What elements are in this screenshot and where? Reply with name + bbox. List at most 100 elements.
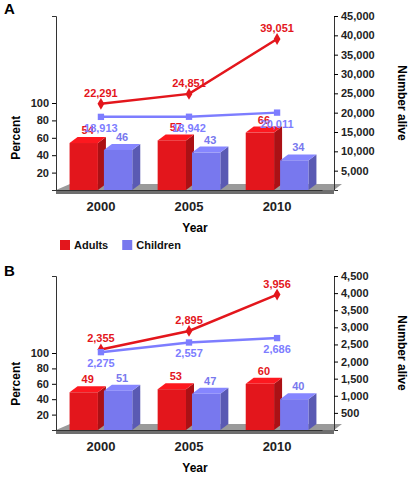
marker (98, 344, 105, 356)
tick-label: 80 (37, 362, 49, 374)
tick-mark (52, 384, 56, 385)
tick: 500 (334, 407, 359, 419)
bar-label: 40 (292, 380, 304, 392)
tick: 2000 (86, 190, 115, 214)
legend: AdultsChildren (60, 239, 181, 251)
y-axis-title: Percent (9, 362, 23, 406)
bar-side (220, 388, 228, 430)
tick-mark (334, 396, 338, 397)
tick-label: 20,000 (341, 107, 375, 119)
axis-line (335, 277, 339, 431)
marker (274, 33, 281, 45)
tick: 2010 (263, 430, 292, 454)
tick: 2005 (175, 190, 204, 214)
tick: 60 (37, 378, 56, 390)
marker (186, 325, 193, 337)
bar-label: 49 (82, 373, 94, 385)
tick-label: 2,000 (341, 356, 369, 368)
bar (104, 391, 132, 430)
tick: 100 (31, 347, 56, 359)
tick-label: 20 (37, 409, 49, 421)
tick: 4,500 (334, 270, 369, 282)
tick: 1,500 (334, 373, 369, 385)
tick-label: 25,000 (341, 87, 375, 99)
tick-mark (334, 151, 338, 152)
tick-mark (334, 93, 338, 94)
chart-svg: 54576646433422,29124,85139,05118,91318,9… (0, 0, 412, 481)
axis: 5001,0001,5002,0002,5003,0003,5004,0004,… (334, 270, 369, 430)
tick-mark (52, 399, 56, 400)
tick: 2,000 (334, 356, 369, 368)
tick-label: 5,000 (341, 165, 369, 177)
tick: 60 (37, 132, 56, 144)
marker (274, 109, 280, 115)
tick-mark (334, 171, 338, 172)
tick-mark (334, 293, 338, 294)
tick-label: 15,000 (341, 126, 375, 138)
tick: 45,000 (334, 10, 375, 22)
data-labels: 54576646433422,29124,85139,05118,91318,9… (82, 22, 306, 153)
bar-side (132, 144, 140, 190)
tick-label: 1,000 (341, 390, 369, 402)
tick-mark (334, 132, 338, 133)
bar (104, 150, 132, 190)
tick-label: 80 (37, 114, 49, 126)
bar (280, 399, 308, 430)
tick: 4,000 (334, 287, 369, 299)
marker (186, 339, 192, 345)
line (101, 39, 277, 104)
tick-mark (334, 379, 338, 380)
tick: 20 (37, 409, 56, 421)
line-label: 22,291 (84, 87, 118, 99)
bar (192, 394, 220, 430)
floor-edge (56, 190, 334, 194)
marker (274, 335, 280, 341)
tick: 2000 (86, 430, 115, 454)
bar-top (70, 386, 106, 392)
marker (274, 289, 281, 301)
tick-label: 40 (37, 149, 49, 161)
line (101, 295, 277, 350)
line-label: 24,851 (172, 77, 206, 89)
tick: 35,000 (334, 49, 375, 61)
plot-area (70, 289, 317, 430)
line-label: 2,355 (87, 332, 115, 344)
tick-mark (334, 55, 338, 56)
tick-mark (334, 327, 338, 328)
bar-top (104, 385, 140, 391)
tick-mark (334, 310, 338, 311)
tick-label: 35,000 (341, 49, 375, 61)
line-label: 2,557 (175, 347, 203, 359)
tick-mark (52, 103, 56, 104)
tick-label: 2010 (263, 199, 292, 214)
tick: 3,000 (334, 321, 369, 333)
y2-axis-title: Number alive (395, 315, 409, 391)
tick: 80 (37, 362, 56, 374)
axis: 5,000 10,000 15,000 20,000 25,000 30,000 35,00… (334, 10, 375, 190)
tick-label: 30,000 (341, 68, 375, 80)
axis-line (52, 17, 57, 191)
legend-label: Adults (74, 239, 108, 251)
bar-label: 46 (116, 131, 128, 143)
tick-label: 10,000 (341, 145, 375, 157)
line-label: 2,686 (263, 343, 291, 355)
tick-mark (52, 173, 56, 174)
tick: 40,000 (334, 29, 375, 41)
tick-mark (334, 276, 338, 277)
axis-line (57, 430, 323, 431)
bar (280, 160, 308, 190)
bar-top (192, 147, 228, 153)
bar-top (70, 137, 106, 143)
bar (158, 389, 186, 430)
bar-top (280, 393, 316, 399)
tick: 30,000 (334, 68, 375, 80)
line-label: 18,942 (172, 122, 206, 134)
tick: 100 (31, 97, 56, 109)
tick-label: 2000 (86, 439, 115, 454)
legend-swatch (122, 240, 132, 250)
tick: 25,000 (334, 87, 375, 99)
tick: 3,500 (334, 304, 369, 316)
data-labels: 4953605147402,3552,8953,9562,2752,5572,6… (82, 278, 305, 393)
tick: 15,000 (334, 126, 375, 138)
tick-label: 2000 (86, 199, 115, 214)
